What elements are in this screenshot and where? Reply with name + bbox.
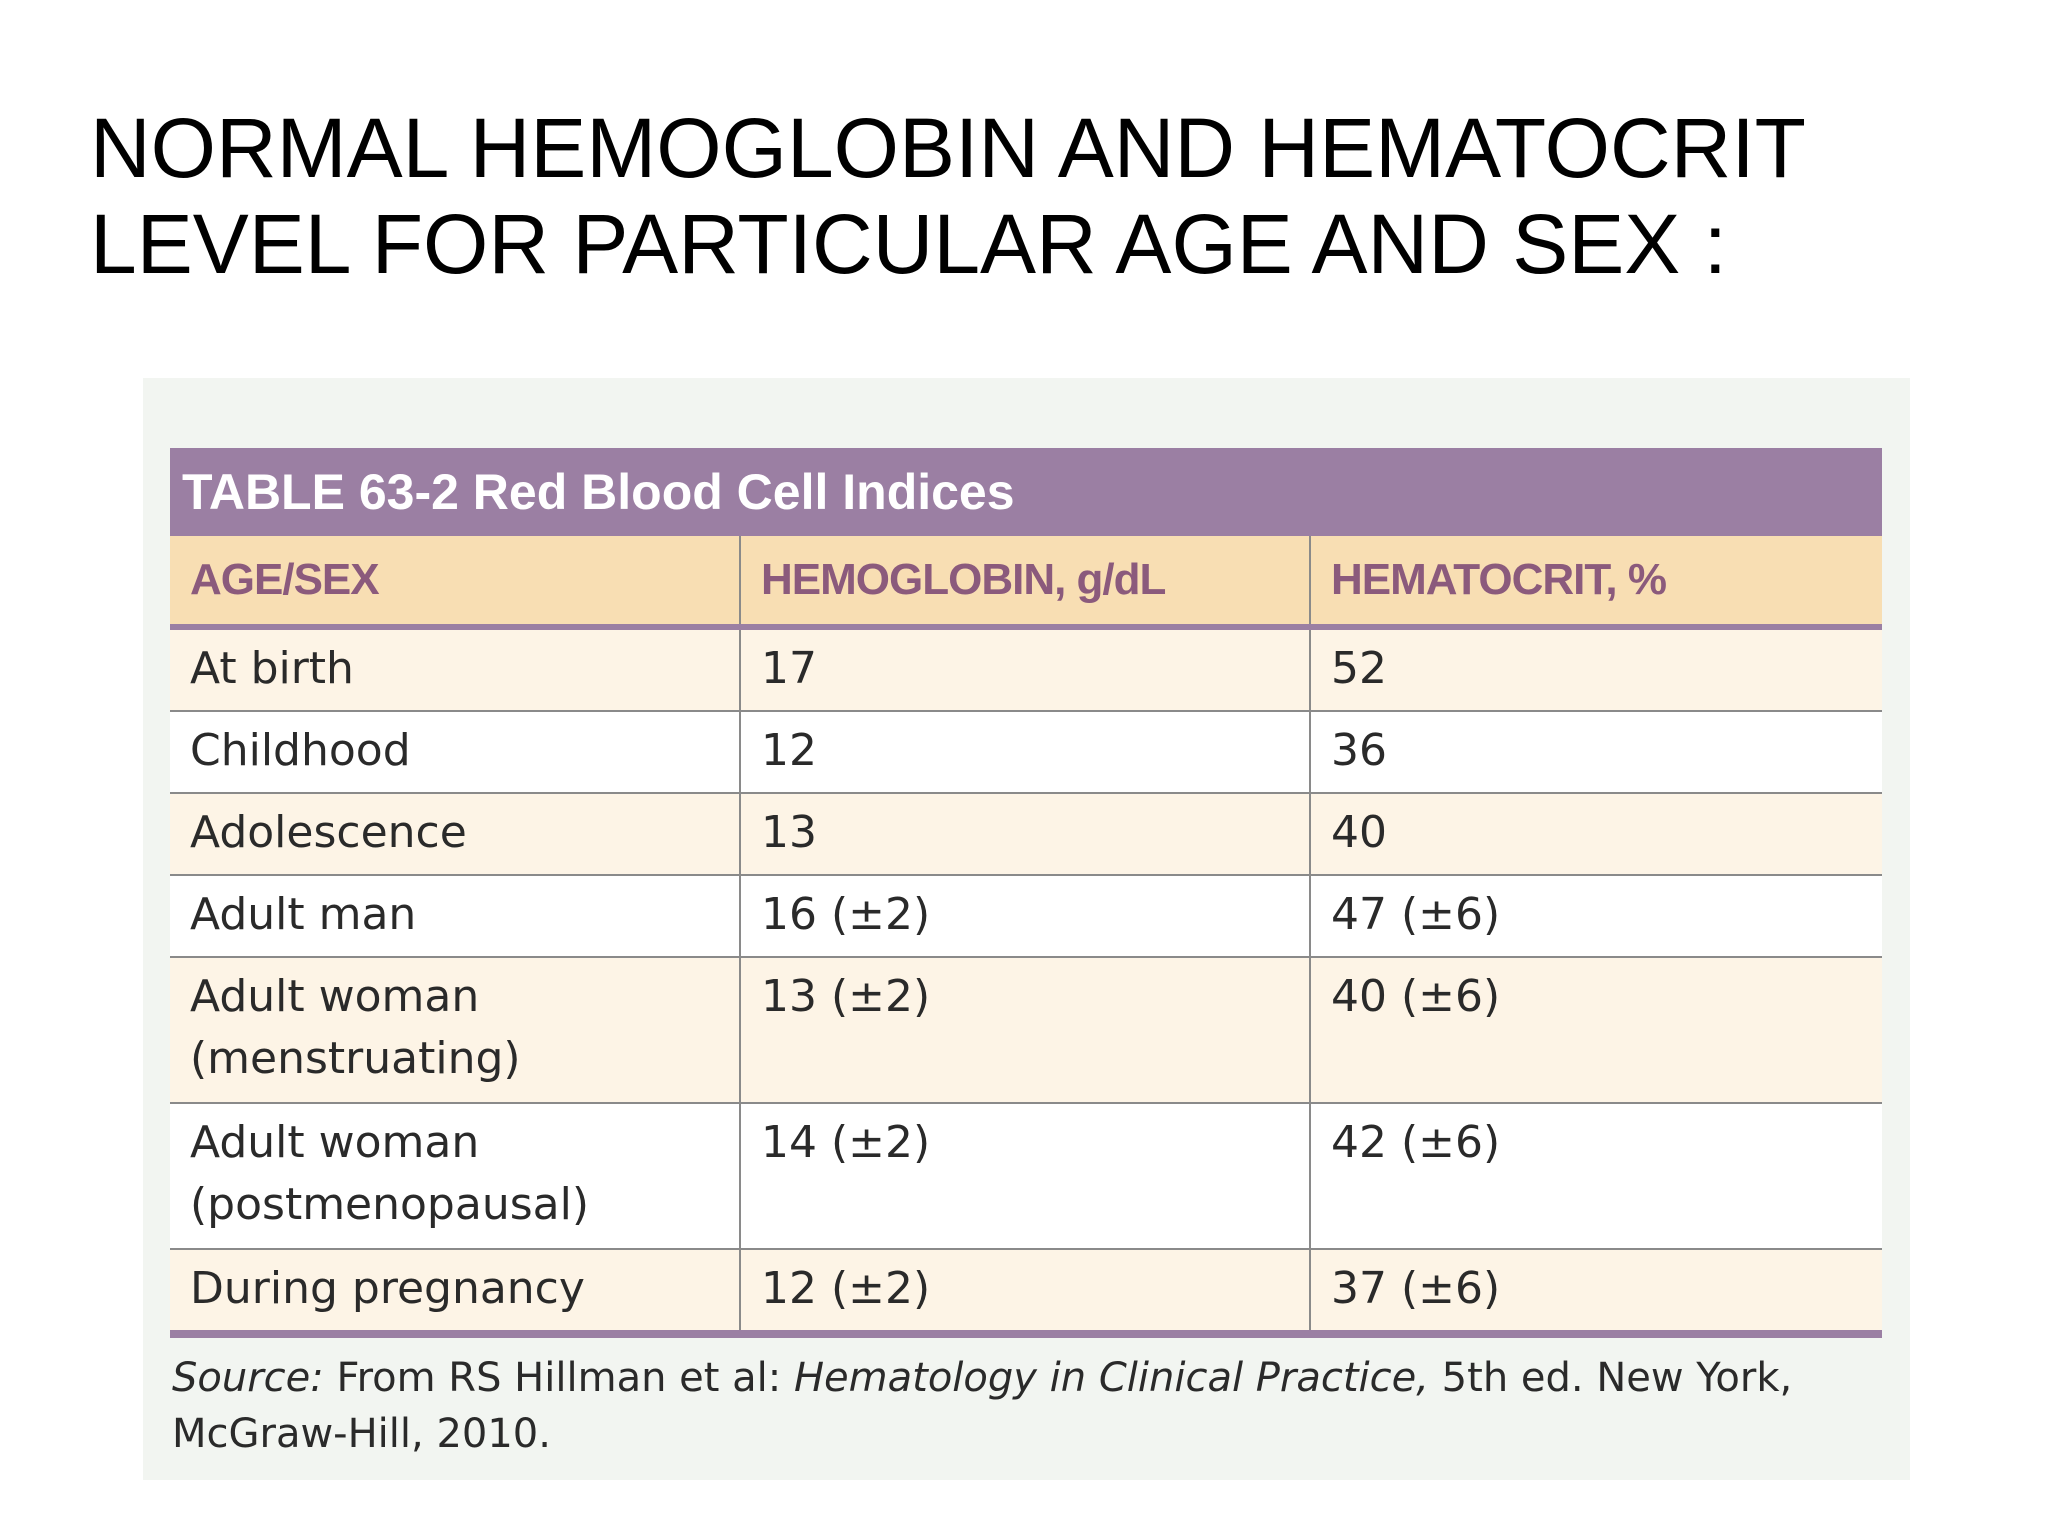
cell-hemoglobin: 13 xyxy=(740,793,1311,876)
cell-age-sex-line-1: Adult woman xyxy=(190,1117,480,1168)
slide-title: NORMAL HEMOGLOBIN AND HEMATOCRIT LEVEL F… xyxy=(90,100,1940,292)
cell-hematocrit: 40 (±6) xyxy=(1310,957,1882,1104)
cell-hemoglobin: 14 (±2) xyxy=(740,1103,1311,1250)
source-book-title: Hematology in Clinical Practice, xyxy=(793,1355,1429,1401)
cell-age-sex: Adult woman (menstruating) xyxy=(170,957,741,1104)
cell-hemoglobin: 17 xyxy=(740,627,1311,712)
cell-age-sex: At birth xyxy=(170,627,741,712)
slide-title-line-1: NORMAL HEMOGLOBIN AND HEMATOCRIT xyxy=(90,101,1806,195)
header-hemoglobin: HEMOGLOBIN, g/dL xyxy=(740,536,1311,630)
table-row: During pregnancy 12 (±2) 37 (±6) xyxy=(170,1249,1882,1338)
cell-age-sex-line-2: (menstruating) xyxy=(190,1033,521,1084)
cell-hemoglobin: 16 (±2) xyxy=(740,875,1311,958)
cell-age-sex: Adult woman (postmenopausal) xyxy=(170,1103,741,1250)
red-blood-cell-indices-table: TABLE 63-2 Red Blood Cell Indices AGE/SE… xyxy=(170,448,1882,1462)
table-row: Adult man 16 (±2) 47 (±6) xyxy=(170,875,1882,958)
slide-title-line-2: LEVEL FOR PARTICULAR AGE AND SEX : xyxy=(90,197,1727,291)
cell-hematocrit: 37 (±6) xyxy=(1310,1249,1882,1338)
cell-hemoglobin: 12 (±2) xyxy=(740,1249,1311,1338)
cell-hematocrit: 52 xyxy=(1310,627,1882,712)
source-text-2: 5th ed. New York, xyxy=(1428,1355,1793,1401)
cell-age-sex: During pregnancy xyxy=(170,1249,741,1338)
cell-hemoglobin: 13 (±2) xyxy=(740,957,1311,1104)
cell-age-sex: Adolescence xyxy=(170,793,741,876)
source-text-1: From RS Hillman et al: xyxy=(323,1355,794,1401)
cell-age-sex: Adult man xyxy=(170,875,741,958)
table-row: Adult woman (postmenopausal) 14 (±2) 42 … xyxy=(170,1103,1882,1250)
cell-hematocrit: 42 (±6) xyxy=(1310,1103,1882,1250)
cell-hematocrit: 36 xyxy=(1310,711,1882,794)
cell-hematocrit: 40 xyxy=(1310,793,1882,876)
table-source-note: Source: From RS Hillman et al: Hematolog… xyxy=(170,1350,1882,1462)
cell-hematocrit: 47 (±6) xyxy=(1310,875,1882,958)
header-hematocrit: HEMATOCRIT, % xyxy=(1310,536,1882,630)
table-row: Childhood 12 36 xyxy=(170,711,1882,794)
cell-age-sex-line-1: Adult woman xyxy=(190,971,480,1022)
cell-age-sex: Childhood xyxy=(170,711,741,794)
source-publisher: McGraw-Hill, 2010. xyxy=(172,1411,551,1457)
table-header-row: AGE/SEX HEMOGLOBIN, g/dL HEMATOCRIT, % xyxy=(170,536,1882,630)
source-label: Source: xyxy=(172,1355,324,1401)
table-row: Adult woman (menstruating) 13 (±2) 40 (±… xyxy=(170,957,1882,1104)
table-caption: TABLE 63-2 Red Blood Cell Indices xyxy=(170,448,1882,536)
header-age-sex: AGE/SEX xyxy=(170,536,741,630)
cell-hemoglobin: 12 xyxy=(740,711,1311,794)
cell-age-sex-line-2: (postmenopausal) xyxy=(190,1179,589,1230)
table-row: At birth 17 52 xyxy=(170,627,1882,712)
table-row: Adolescence 13 40 xyxy=(170,793,1882,876)
indices-table: AGE/SEX HEMOGLOBIN, g/dL HEMATOCRIT, % A… xyxy=(170,536,1882,1338)
